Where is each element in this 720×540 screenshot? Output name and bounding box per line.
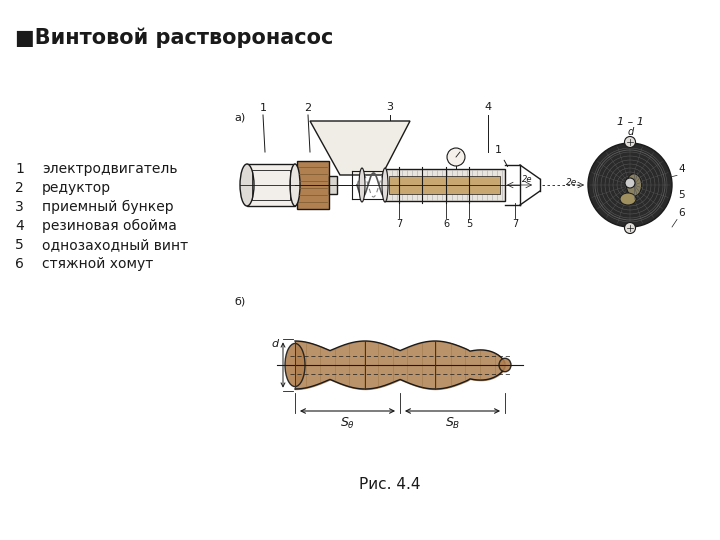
- Text: 6: 6: [443, 219, 449, 229]
- Text: приемный бункер: приемный бункер: [42, 200, 174, 214]
- Text: 5: 5: [678, 190, 685, 200]
- Ellipse shape: [620, 193, 636, 205]
- Text: 7: 7: [512, 219, 518, 229]
- Bar: [329, 176, 337, 194]
- Text: 4: 4: [485, 102, 492, 112]
- Text: 2: 2: [305, 103, 312, 113]
- Text: 6: 6: [678, 208, 685, 219]
- Text: 3: 3: [387, 102, 394, 112]
- Text: $S_{\theta}$: $S_{\theta}$: [340, 416, 355, 431]
- Circle shape: [624, 137, 636, 147]
- Text: 2e: 2e: [522, 175, 533, 184]
- Text: ■Винтовой растворонасос: ■Винтовой растворонасос: [15, 28, 333, 49]
- Text: 1: 1: [15, 162, 24, 176]
- Text: 6: 6: [15, 257, 24, 271]
- Bar: [384, 169, 505, 201]
- Text: 5: 5: [15, 238, 24, 252]
- Polygon shape: [310, 121, 410, 175]
- Bar: [297, 161, 329, 209]
- Text: 3: 3: [15, 200, 24, 214]
- Ellipse shape: [240, 164, 254, 206]
- Ellipse shape: [359, 168, 365, 202]
- Ellipse shape: [626, 174, 642, 196]
- Text: d: d: [628, 127, 634, 137]
- Text: Рис. 4.4: Рис. 4.4: [359, 477, 420, 492]
- Text: 2e: 2e: [567, 178, 577, 187]
- Bar: [247, 164, 295, 206]
- Bar: [389, 176, 500, 194]
- Text: 4: 4: [15, 219, 24, 233]
- Text: 5: 5: [466, 219, 472, 229]
- Text: 1: 1: [495, 145, 508, 166]
- Circle shape: [625, 178, 635, 188]
- Text: 1 – 1: 1 – 1: [616, 117, 644, 127]
- Text: 1: 1: [259, 103, 266, 113]
- Ellipse shape: [499, 358, 511, 372]
- Text: электродвигатель: электродвигатель: [42, 162, 178, 176]
- Text: редуктор: редуктор: [42, 181, 111, 195]
- Text: 2: 2: [15, 181, 24, 195]
- Text: d: d: [271, 339, 279, 349]
- Text: однозаходный винт: однозаходный винт: [42, 238, 188, 252]
- Circle shape: [624, 222, 636, 233]
- Ellipse shape: [285, 343, 305, 387]
- Text: б): б): [234, 296, 246, 306]
- Ellipse shape: [382, 168, 388, 202]
- Circle shape: [447, 148, 465, 166]
- Text: $S_{B}$: $S_{B}$: [445, 416, 460, 431]
- Ellipse shape: [290, 164, 300, 206]
- Text: резиновая обойма: резиновая обойма: [42, 219, 177, 233]
- Text: 4: 4: [678, 164, 685, 174]
- Text: 7: 7: [396, 219, 402, 229]
- Circle shape: [588, 143, 672, 227]
- Text: а): а): [234, 112, 246, 122]
- Bar: [252, 170, 290, 200]
- Text: стяжной хомут: стяжной хомут: [42, 257, 153, 271]
